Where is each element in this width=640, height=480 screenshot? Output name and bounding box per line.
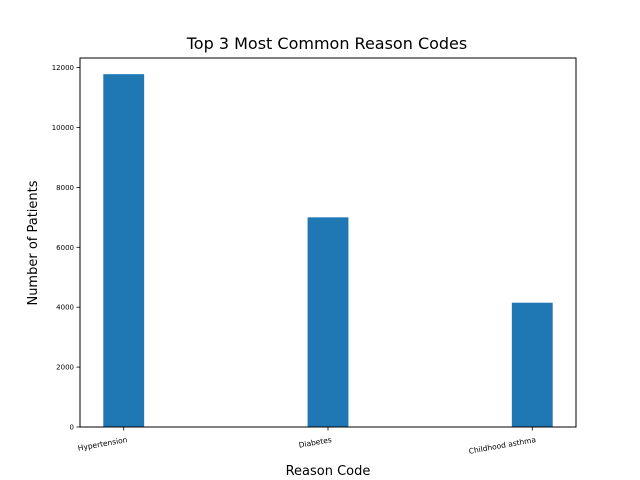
bar-hypertension: [103, 74, 145, 428]
bar-childhood-asthma: [511, 302, 553, 427]
y-tick-label: 12000: [52, 64, 74, 72]
y-tick-label: 6000: [56, 244, 74, 252]
bars: [103, 74, 553, 428]
y-tick-label: 4000: [56, 304, 74, 312]
x-axis: Hypertension Diabetes Childhood asthma: [77, 427, 537, 456]
bar-diabetes: [307, 217, 349, 427]
y-tick-label: 8000: [56, 184, 74, 192]
x-axis-label: Reason Code: [286, 464, 371, 479]
y-tick-label: 2000: [56, 364, 74, 372]
y-tick-label: 10000: [52, 124, 74, 132]
x-tick-label: Diabetes: [298, 435, 332, 450]
x-tick-label: Childhood asthma: [468, 435, 537, 456]
y-axis-label: Number of Patients: [26, 180, 41, 305]
chart-title: Top 3 Most Common Reason Codes: [186, 34, 467, 53]
y-tick-label: 0: [70, 424, 74, 432]
x-tick-label: Hypertension: [77, 435, 128, 453]
y-axis: 0 2000 4000 6000 8000 10000 12000: [52, 64, 80, 432]
